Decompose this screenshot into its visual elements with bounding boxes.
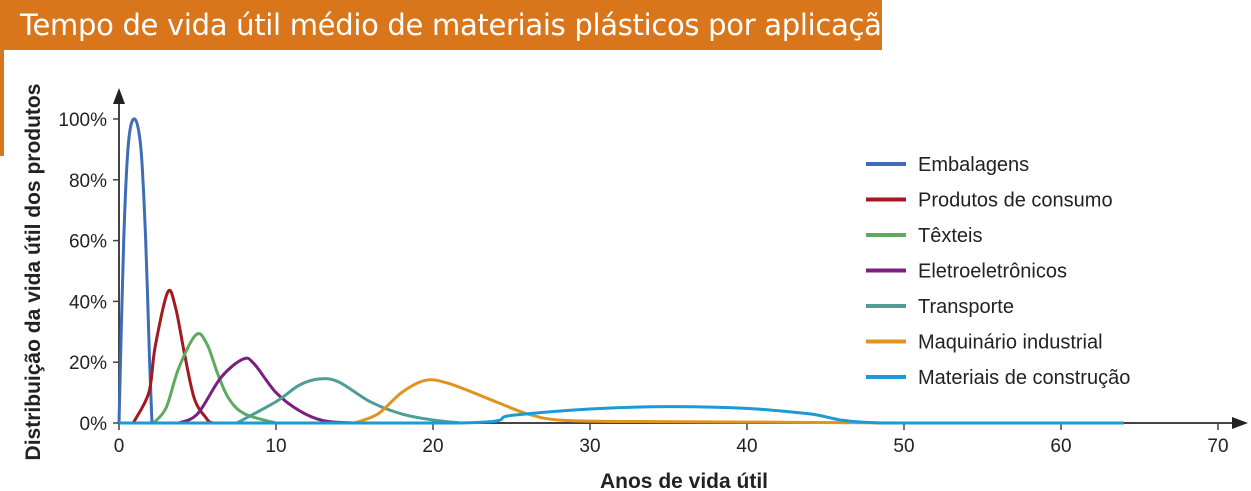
x-tick-label: 70 — [1207, 436, 1228, 457]
title-accent-strip — [0, 50, 4, 156]
axes: 0 10 20 30 40 50 60 70 0% 20% 40% 60% 80% 100% — [58, 88, 1248, 457]
y-tick-label: 60% — [69, 232, 107, 253]
x-tick-label: 0 — [114, 436, 125, 457]
legend-label: Eletroeletrônicos — [918, 261, 1067, 283]
chart-title: Tempo de vida útil médio de materiais pl… — [20, 8, 900, 42]
legend-label: Transporte — [918, 296, 1014, 318]
y-tick-label: 80% — [69, 171, 107, 192]
series-line-maquinario-industrial — [353, 378, 905, 425]
series-line-produtos-de-consumo — [131, 288, 237, 425]
series-line-texteis — [152, 332, 277, 425]
legend-label: Embalagens — [918, 154, 1029, 176]
x-tick-label: 50 — [893, 436, 914, 457]
x-tick-label: 30 — [579, 436, 600, 457]
series-lines — [117, 117, 1124, 425]
legend-label: Produtos de consumo — [918, 190, 1113, 212]
series-line-transporte — [236, 377, 462, 425]
series-line-materiais-de-construcao — [119, 405, 1124, 425]
x-tick-label: 60 — [1050, 436, 1071, 457]
legend-label: Materiais de construção — [918, 367, 1130, 389]
y-axis-arrow-icon — [113, 88, 125, 104]
series-line-embalagens — [117, 117, 154, 424]
y-axis-label: Distribuição da vida útil dos produtos — [22, 84, 45, 461]
y-tick-label: 0% — [80, 414, 108, 435]
x-tick-label: 40 — [736, 436, 757, 457]
y-tick-label: 20% — [69, 353, 107, 374]
legend-label: Maquinário industrial — [918, 332, 1103, 354]
legend: Embalagens Produtos de consumo Têxteis Elet… — [866, 154, 1130, 389]
x-tick-label: 10 — [265, 436, 286, 457]
title-bar — [0, 0, 882, 50]
y-tick-label: 100% — [58, 110, 107, 131]
y-tick-label: 40% — [69, 292, 107, 313]
x-axis-label: Anos de vida útil — [600, 470, 768, 491]
x-tick-label: 20 — [422, 436, 443, 457]
x-axis-arrow-icon — [1232, 417, 1248, 429]
legend-label: Têxteis — [918, 225, 982, 247]
